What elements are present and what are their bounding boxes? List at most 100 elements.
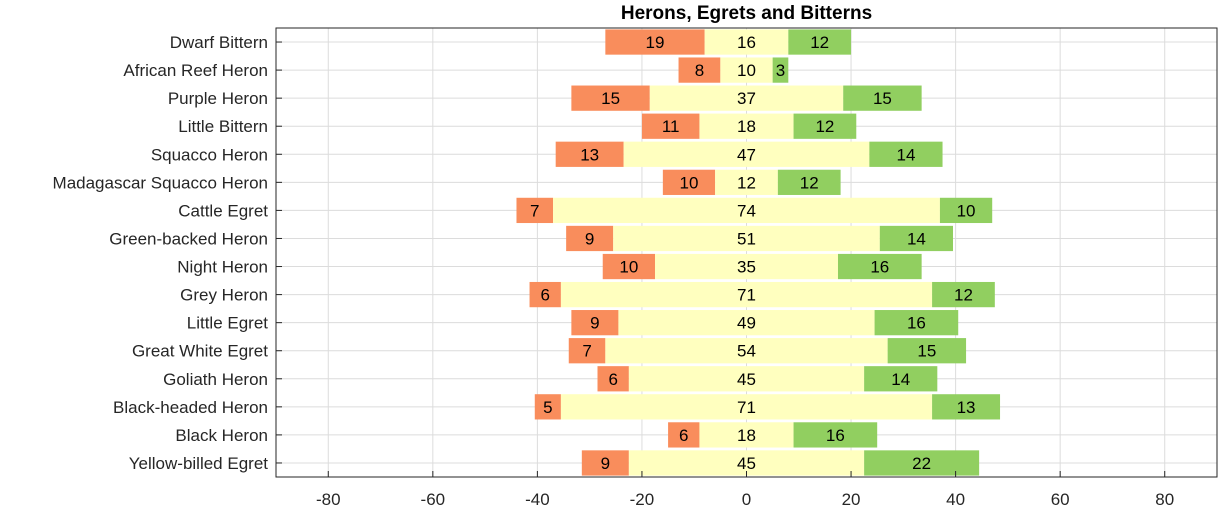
data-label: 13: [580, 145, 599, 164]
data-label: 6: [679, 426, 688, 445]
bar-segment-mid: [699, 113, 794, 139]
data-label: 12: [954, 286, 973, 305]
data-label: 5: [543, 398, 552, 417]
data-label: 45: [737, 370, 756, 389]
y-tick-label: Dwarf Bittern: [170, 33, 268, 52]
bar-segment-low: [662, 169, 716, 195]
bar-segment-high: [939, 197, 993, 224]
data-label: 14: [891, 370, 910, 389]
data-label: 49: [737, 314, 756, 333]
y-tick-label: Great White Egret: [132, 342, 268, 361]
data-label: 10: [680, 173, 699, 192]
y-tick-labels: Dwarf Bittern African Reef Heron Purple He…: [53, 33, 282, 473]
bar-segment-mid: [553, 197, 940, 224]
data-label: 11: [662, 117, 680, 136]
bar-segment-low: [534, 394, 561, 420]
bar-segment-mid: [720, 57, 773, 83]
bar-segment-high: [793, 422, 878, 448]
chart-title: Herons, Egrets and Bitterns: [621, 3, 872, 24]
bar-segment-low: [597, 366, 629, 392]
bar-segment-mid: [623, 141, 870, 167]
data-label: 3: [776, 61, 785, 80]
bar-segment-low: [678, 57, 721, 83]
data-label: 7: [582, 342, 591, 361]
bar-segment-low: [602, 253, 656, 280]
x-tick-labels: -80 -60 -40 -20 0 20 40 60 80: [316, 471, 1174, 508]
bar-segment-high: [864, 366, 938, 392]
data-label: 16: [737, 33, 756, 52]
bar-segment-mid: [649, 85, 844, 111]
bar-segment-low: [555, 141, 624, 167]
data-label: 18: [737, 426, 756, 445]
bar-segment-mid: [560, 394, 933, 420]
bar-segment-mid: [613, 225, 880, 252]
data-label: 54: [737, 342, 756, 361]
y-tick-label: Cattle Egret: [178, 201, 268, 220]
data-label: 14: [907, 229, 926, 248]
y-tick-label: Grey Heron: [180, 286, 268, 305]
bar-segment-high: [788, 29, 852, 55]
data-label: 10: [957, 201, 976, 220]
data-label: 16: [826, 426, 845, 445]
y-tick-label: Squacco Heron: [151, 145, 268, 164]
data-label: 12: [815, 117, 834, 136]
data-label: 6: [540, 286, 549, 305]
data-label: 7: [530, 201, 539, 220]
x-tick-label: 40: [946, 490, 965, 508]
x-tick-label: -80: [316, 490, 341, 508]
bar-segment-mid: [628, 366, 865, 392]
data-label: 35: [737, 258, 756, 277]
data-label: 15: [601, 89, 620, 108]
bars: [516, 29, 1001, 476]
x-tick-label: -60: [421, 490, 446, 508]
data-label: 10: [737, 61, 756, 80]
bar-segment-high: [772, 57, 789, 83]
data-label: 71: [737, 286, 756, 305]
bar-segment-mid: [699, 422, 794, 448]
data-label: 15: [917, 342, 936, 361]
bar-segment-low: [566, 225, 614, 252]
data-label: 12: [810, 33, 829, 52]
bar-segment-high: [793, 113, 857, 139]
data-label: 74: [737, 201, 756, 220]
bar-segment-high: [932, 281, 995, 308]
bar-segment-mid: [715, 169, 778, 195]
bar-segment-mid: [618, 310, 875, 336]
y-tick-label: Yellow-billed Egret: [129, 454, 269, 473]
x-tick-label: 80: [1155, 490, 1174, 508]
y-tick-label: African Reef Heron: [123, 61, 268, 80]
bar-segment-mid: [605, 338, 888, 364]
bar-segment-high: [843, 85, 922, 111]
data-label: 37: [737, 89, 756, 108]
bar-segment-low: [605, 29, 705, 55]
y-tick-label: Madagascar Squacco Heron: [53, 173, 268, 192]
data-label: 16: [870, 258, 889, 277]
data-label: 6: [608, 370, 617, 389]
x-tick-label: -20: [630, 490, 655, 508]
bar-segment-mid: [560, 281, 933, 308]
bar-segment-high: [869, 141, 943, 167]
x-tick-label: -40: [525, 490, 550, 508]
data-label: 12: [737, 173, 756, 192]
y-tick-label: Purple Heron: [168, 89, 268, 108]
data-label: 12: [800, 173, 819, 192]
data-label: 18: [737, 117, 756, 136]
data-label: 51: [737, 229, 756, 248]
bar-segment-high: [887, 338, 967, 364]
x-tick-label: 20: [842, 490, 861, 508]
data-label: 10: [619, 258, 638, 277]
data-label: 22: [912, 454, 931, 473]
data-label: 13: [957, 398, 976, 417]
y-tick-label: Goliath Heron: [163, 370, 268, 389]
bar-segment-low: [571, 310, 619, 336]
x-tick-label: 0: [742, 490, 751, 508]
bar-segment-low: [516, 197, 554, 224]
bar-segment-low: [571, 85, 650, 111]
x-tick-label: 60: [1051, 490, 1070, 508]
data-label: 19: [646, 33, 665, 52]
bar-segment-low: [568, 338, 606, 364]
bar-segment-high: [932, 394, 1001, 420]
y-tick-label: Black-headed Heron: [113, 398, 268, 417]
